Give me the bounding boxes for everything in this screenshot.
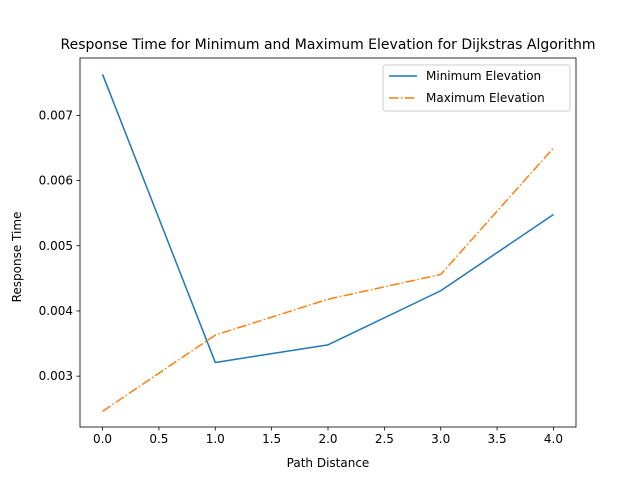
series-line-minimum-elevation <box>101 74 554 364</box>
legend-label: Maximum Elevation <box>426 91 545 105</box>
legend-box <box>382 64 571 112</box>
x-tick-label: 1.0 <box>206 432 225 446</box>
x-tick-label: 1.5 <box>262 432 281 446</box>
x-tick-label: 0.0 <box>93 432 112 446</box>
y-tick-label: 0.006 <box>39 174 73 188</box>
x-tick-label: 3.0 <box>431 432 450 446</box>
x-tick-label: 2.0 <box>318 432 337 446</box>
series-line-maximum-elevation <box>102 147 555 412</box>
y-tick-label: 0.003 <box>39 369 73 383</box>
x-tick-label: 4.0 <box>544 432 563 446</box>
y-tick-label: 0.005 <box>39 239 73 253</box>
x-tick-label: 2.5 <box>375 432 394 446</box>
x-tick-label: 3.5 <box>488 432 507 446</box>
x-axis-label: Path Distance <box>287 456 370 470</box>
y-tick-label: 0.004 <box>39 304 73 318</box>
x-tick-label: 0.5 <box>149 432 168 446</box>
legend-label: Minimum Elevation <box>426 69 541 83</box>
plot-frame <box>79 57 577 428</box>
y-axis-label: Response Time <box>10 212 24 303</box>
y-axis: 0.003 0.004 0.005 0.006 0.007 <box>39 108 80 383</box>
y-tick-label: 0.007 <box>39 108 73 122</box>
x-axis: 0.0 0.5 1.0 1.5 2.0 2.5 3.0 3.5 4.0 <box>93 427 563 446</box>
plot-lines <box>101 74 555 412</box>
chart-title: Response Time for Minimum and Maximum El… <box>61 37 596 53</box>
legend: Minimum Elevation Maximum Elevation <box>382 64 571 112</box>
